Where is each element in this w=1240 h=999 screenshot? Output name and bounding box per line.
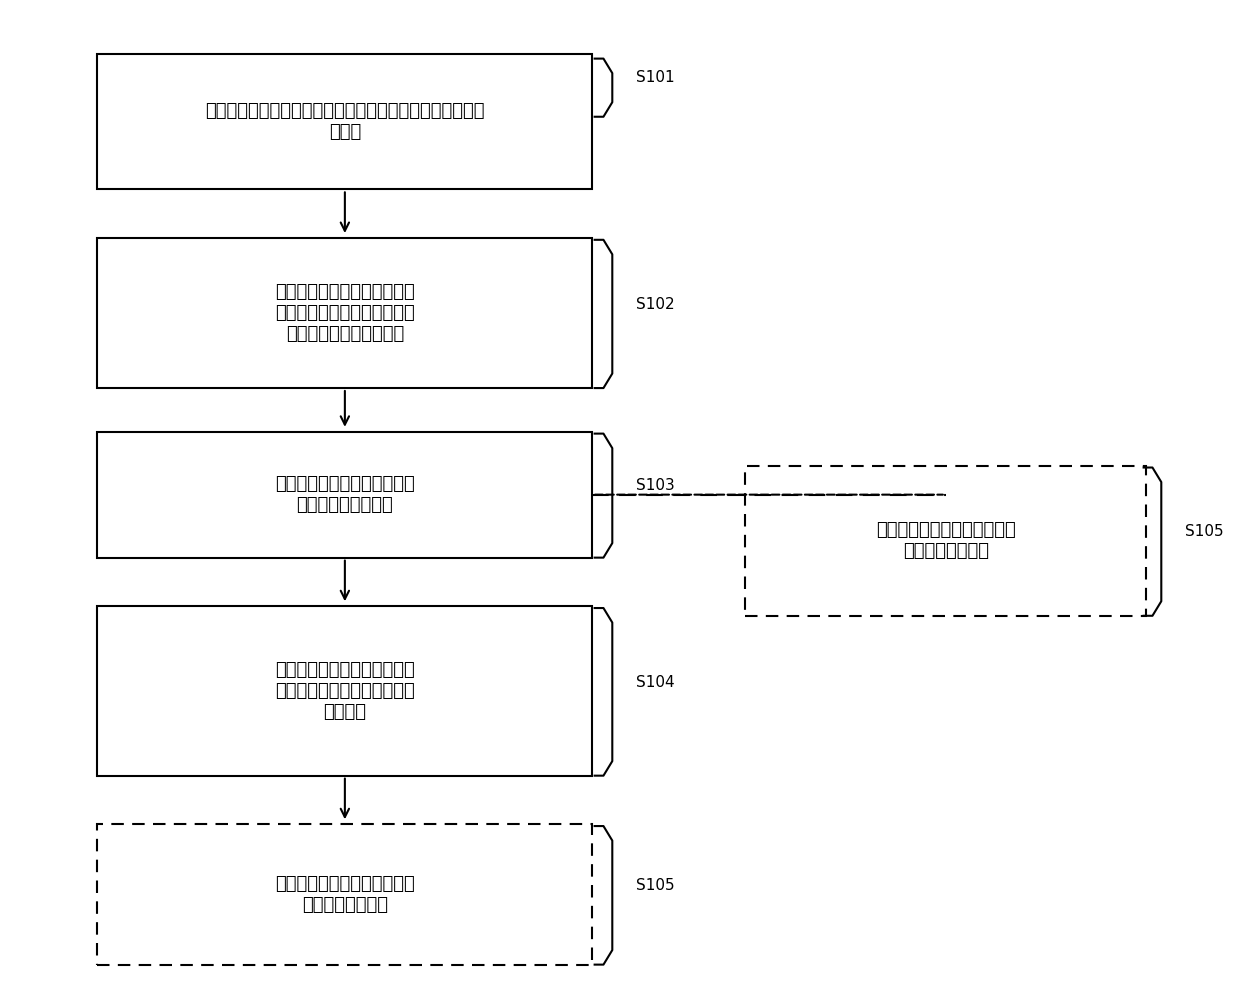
Text: 建立了正常数据与低维表示数
据之间的映射函数: 建立了正常数据与低维表示数 据之间的映射函数	[875, 521, 1016, 560]
Text: 根据所述校准数据集计算其标
准差和标准化残差，剖除所述
校准数据集中的噪声数据: 根据所述校准数据集计算其标 准差和标准化残差，剖除所述 校准数据集中的噪声数据	[275, 283, 414, 343]
Text: 建立了正常数据与低维表示数
据之间的映射函数: 建立了正常数据与低维表示数 据之间的映射函数	[275, 875, 414, 914]
Text: S105: S105	[636, 878, 675, 893]
FancyBboxPatch shape	[98, 238, 593, 388]
FancyBboxPatch shape	[98, 606, 593, 775]
Text: S101: S101	[636, 71, 675, 86]
Text: 计算所述正常数据集样本数据
集的低维表示数据集: 计算所述正常数据集样本数据 集的低维表示数据集	[275, 476, 414, 514]
FancyBboxPatch shape	[98, 54, 593, 190]
FancyBboxPatch shape	[98, 824, 593, 965]
Text: S105: S105	[1185, 524, 1224, 539]
FancyBboxPatch shape	[745, 466, 1146, 615]
Text: S103: S103	[636, 479, 675, 494]
Text: 对样本数据集进行标准化处理，得到所述样本数据集的校准
数据集: 对样本数据集进行标准化处理，得到所述样本数据集的校准 数据集	[205, 102, 485, 141]
Text: S102: S102	[636, 297, 675, 312]
Text: 根据所述低维表示数据集，使
用支持向量机算法建立故障多
分类模型: 根据所述低维表示数据集，使 用支持向量机算法建立故障多 分类模型	[275, 661, 414, 720]
FancyBboxPatch shape	[98, 432, 593, 557]
Text: S104: S104	[636, 674, 675, 689]
